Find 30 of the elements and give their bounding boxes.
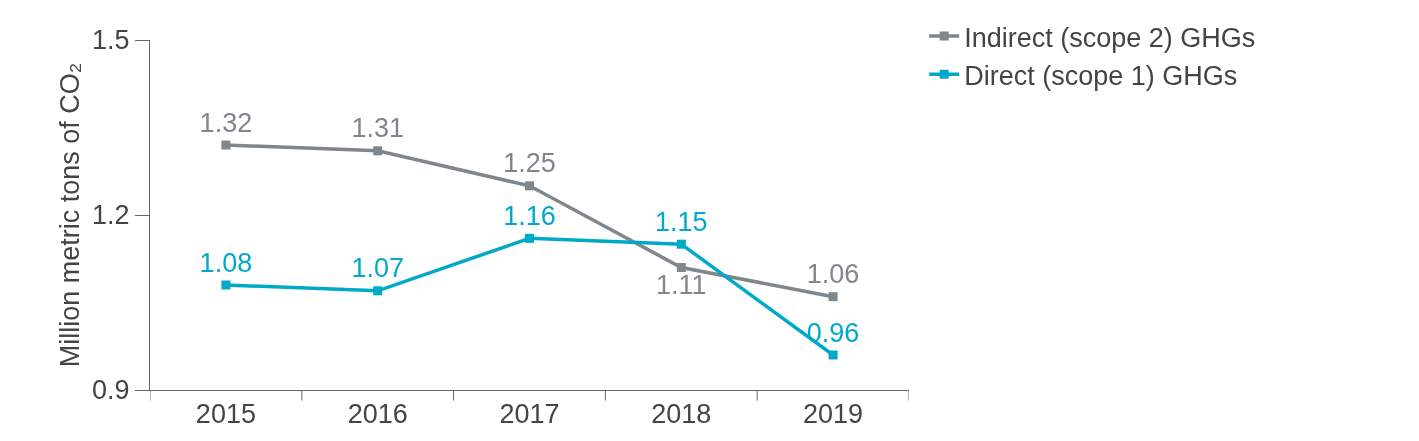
legend-label: Indirect (scope 2) GHGs bbox=[964, 22, 1256, 53]
legend-label: Direct (scope 1) GHGs bbox=[964, 60, 1238, 91]
data-label: 1.32 bbox=[199, 107, 253, 138]
x-tick-label: 2016 bbox=[347, 399, 408, 430]
data-label: 1.31 bbox=[351, 113, 404, 144]
point bbox=[525, 181, 534, 191]
x-tick-label: 2018 bbox=[651, 399, 712, 430]
point bbox=[221, 280, 231, 290]
y-tick-label: 1.5 bbox=[92, 25, 130, 56]
x-tick-label: 2019 bbox=[803, 399, 864, 430]
point bbox=[373, 286, 383, 296]
y-axis-title: Million metric tons of CO₂ bbox=[55, 62, 86, 368]
x-tick-label: 2015 bbox=[195, 399, 256, 430]
point bbox=[221, 140, 231, 150]
point bbox=[525, 233, 534, 243]
point bbox=[676, 239, 686, 249]
y-tick-label: 0.9 bbox=[92, 375, 130, 406]
point bbox=[828, 350, 838, 360]
x-tick-label: 2017 bbox=[499, 399, 560, 430]
y-tick-label: 1.2 bbox=[92, 200, 130, 231]
point bbox=[676, 263, 686, 272]
data-label: 1.25 bbox=[503, 148, 556, 179]
data-label: 1.06 bbox=[806, 259, 860, 290]
point bbox=[828, 292, 838, 302]
data-label: 1.16 bbox=[503, 200, 556, 231]
point bbox=[373, 146, 383, 156]
data-label: 1.11 bbox=[656, 270, 707, 301]
data-label: 1.08 bbox=[199, 247, 253, 278]
data-label: 1.15 bbox=[655, 206, 708, 237]
data-label: 1.07 bbox=[351, 253, 404, 284]
